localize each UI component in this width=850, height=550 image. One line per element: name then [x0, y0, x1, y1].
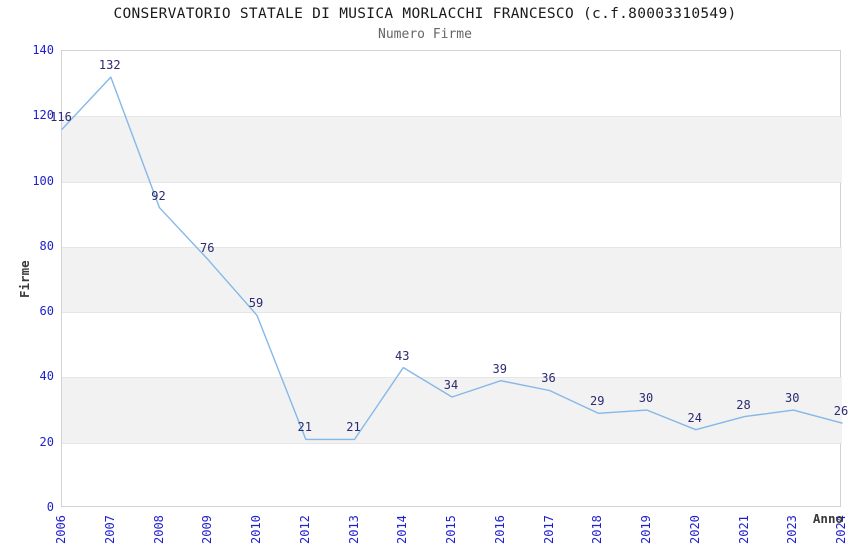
- plot-band: [62, 377, 842, 443]
- y-tick-label: 80: [39, 238, 54, 253]
- data-point-label: 39: [492, 361, 507, 376]
- x-tick-label: 2020: [687, 515, 702, 544]
- data-point-label: 116: [50, 110, 72, 125]
- data-point-label: 21: [297, 420, 312, 435]
- y-tick-label: 40: [39, 369, 54, 384]
- data-point-label: 76: [200, 240, 215, 255]
- series-polyline: [61, 76, 843, 441]
- x-tick-label: 2012: [297, 515, 312, 544]
- data-point-label: 30: [638, 391, 654, 406]
- data-point-label: 24: [687, 410, 702, 425]
- data-point-label: 34: [443, 378, 459, 392]
- y-tick-label: 20: [39, 434, 54, 449]
- gridline: [62, 377, 842, 378]
- gridline: [62, 116, 842, 117]
- x-tick-label: 2021: [736, 515, 751, 544]
- gridline: [62, 182, 842, 183]
- x-tick-label: 2006: [54, 515, 68, 544]
- data-point-label: 43: [395, 348, 410, 363]
- line-series: [61, 76, 843, 441]
- y-tick-label: 140: [32, 43, 54, 57]
- x-tick-label: 2019: [639, 515, 653, 544]
- x-tick-label: 2016: [492, 515, 507, 544]
- y-tick-label: 120: [32, 108, 54, 123]
- x-tick-label: 2017: [541, 515, 556, 544]
- x-tick-label: 2013: [346, 515, 361, 544]
- y-tick-label: 60: [39, 304, 54, 319]
- x-tick-label: 2007: [102, 515, 117, 544]
- data-point-label: 36: [541, 371, 556, 386]
- chart-subtitle: Numero Firme: [378, 27, 472, 42]
- x-tick-label: 2015: [444, 515, 458, 544]
- x-tick-label: 2008: [151, 515, 166, 544]
- x-axis-label: Anno: [812, 511, 843, 526]
- chart-title: CONSERVATORIO STATALE DI MUSICA MORLACCH…: [113, 6, 737, 22]
- x-tick-label: 2010: [249, 515, 263, 544]
- gridline: [62, 247, 842, 248]
- data-point-label: 26: [833, 404, 849, 419]
- plot-area: [61, 50, 843, 507]
- y-tick-label: 100: [32, 173, 54, 188]
- data-point-label: 59: [248, 296, 264, 311]
- data-point-label: 28: [736, 397, 751, 412]
- data-point-label: 132: [98, 58, 121, 73]
- data-point-label: 30: [785, 391, 800, 406]
- gridline: [62, 443, 842, 444]
- y-tick-label: 0: [46, 500, 54, 514]
- data-point-label: 29: [590, 394, 605, 409]
- x-tick-label: 2018: [590, 515, 605, 544]
- plot-band: [62, 246, 842, 313]
- gridline: [62, 312, 842, 313]
- x-tick-label: 2009: [200, 515, 215, 544]
- data-point-label: 92: [151, 188, 166, 203]
- x-tick-label: 2023: [785, 515, 800, 544]
- x-tick-label: 2014: [395, 515, 410, 544]
- plot-band: [62, 116, 842, 182]
- y-axis-label: Firme: [17, 260, 32, 298]
- data-point-label: 21: [346, 420, 361, 435]
